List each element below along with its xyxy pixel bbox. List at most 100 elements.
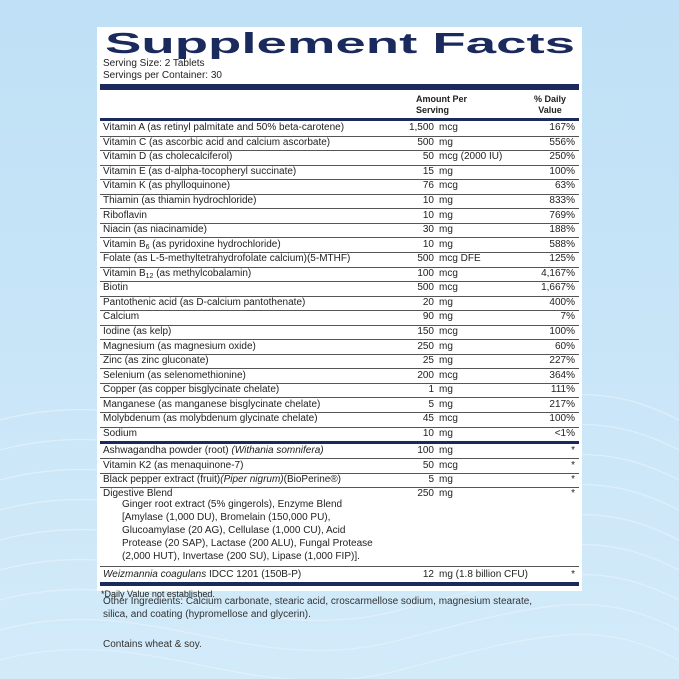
amount: 25 [422,355,434,367]
unit: mg [439,488,453,500]
nutrient-name: Iodine (as kelp) [103,326,171,338]
name-part: 6 [145,243,150,251]
amount: 500 [417,253,434,265]
daily-value: * [571,488,575,500]
name-part: Vitamin B [103,267,146,279]
blend-line: Glucoamylase (20 AG), Cellulase (1,000 C… [122,525,346,537]
name-part: Iodine (as kelp) [103,325,172,337]
nutrient-name: Sodium [103,428,137,440]
amount: 100 [417,267,434,279]
daily-value: 100% [549,413,575,425]
nutrient-name: Pantothenic acid (as D-calcium pantothen… [103,297,305,309]
row-rule [100,164,579,166]
nutrient-name: Weizmannia coagulans IDCC 1201 (150B-P) [103,569,301,581]
daily-value: 60% [554,340,575,352]
name-part: Magnesium (as magnesium oxide) [103,340,256,352]
other-ingredients: Other Ingredients: Calcium carbonate, st… [103,596,533,607]
name-part: (as methylcobalamin) [153,267,252,279]
nutrient-name: Riboflavin [103,210,147,222]
row-rule [100,179,579,181]
name-part: (Withania somnifera) [231,445,324,457]
name-part: Digestive Blend [103,488,173,500]
title-svg: Supplement Facts [105,28,575,60]
daily-value: 125% [549,253,575,265]
daily-value: 769% [549,209,575,221]
name-part: Vitamin K2 (as menaquinone-7) [103,459,244,471]
unit: mcg [439,413,458,425]
amount: 10 [422,195,434,207]
amount: 5 [428,473,434,485]
name-part: Thiamin (as thiamin hydrochloride) [103,195,257,207]
unit: mcg [439,325,458,337]
amount: 1 [428,384,434,396]
row-rule [100,222,579,224]
unit: mg [439,238,453,250]
facts-panel [97,27,582,591]
unit: mg (1.8 billion CFU) [439,568,528,580]
daily-value: 1,667% [541,282,575,294]
unit: mg [439,445,453,457]
row-rule [100,295,579,297]
unit: mcg [439,180,458,192]
nutrient-name: Thiamin (as thiamin hydrochloride) [103,195,256,207]
footnote: *Daily Value not established. [101,588,215,599]
daily-value: 400% [549,296,575,308]
name-part: Sodium [103,427,137,439]
allergens: Contains wheat & soy. [103,639,202,650]
daily-value: 100% [549,325,575,337]
daily-value: 7% [560,311,575,323]
daily-value: * [571,473,575,485]
nutrient-name: Digestive Blend [103,488,172,500]
amount: 50 [422,151,434,163]
name-part: Vitamin A (as retinyl palmitate and 50% … [103,122,345,134]
name-part: Calcium [103,311,140,323]
nutrient-name: Zinc (as zinc gluconate) [103,355,209,367]
row-rule [100,150,579,152]
daily-value: 188% [549,224,575,236]
amount: 15 [422,165,434,177]
row-rule [100,237,579,239]
row-rule [100,368,579,370]
amount: 10 [422,209,434,221]
amount: 100 [417,445,434,457]
other-ingredients: silica, and coating (hypromellose and gl… [103,609,311,620]
nutrient-name: Molybdenum (as molybdenum glycinate chel… [103,413,318,425]
row-rule [100,487,579,488]
unit: mcg DFE [439,253,481,265]
name-part: 12 [145,272,154,280]
unit: mg [439,195,453,207]
blend-line: [Amylase (1,000 DU), Bromelain (150,000 … [122,512,331,524]
daily-value: 63% [554,180,575,192]
amount: 30 [422,224,434,236]
name-part: (BioPerine®) [283,473,342,485]
name-part: Vitamin D (as cholecalciferol) [103,151,233,163]
amount: 12 [422,568,434,580]
name-part: Vitamin C (as ascorbic acid and calcium … [103,136,331,148]
unit: mcg [439,369,458,381]
amount: 250 [417,340,434,352]
name-part: Vitamin E (as d-alpha-tocopheryl succina… [103,165,297,177]
daily-value: 364% [549,369,575,381]
nutrient-name: Vitamin B12 (as methylcobalamin) [103,268,251,280]
daily-value: <1% [554,427,575,439]
dv-header: % Daily Value [533,94,566,115]
amount: 150 [417,325,434,337]
nutrient-name: Copper (as copper bisglycinate chelate) [103,384,279,396]
unit: mcg [439,282,458,294]
servings-per-container: Servings per Container: 30 [103,70,222,81]
amount: 10 [422,238,434,250]
unit: mcg [439,459,458,471]
amount: 200 [417,369,434,381]
nutrient-name: Vitamin K (as phylloquinone) [103,180,230,192]
blend-line: Protease (20 SAP), Lactase (200 ALU), Fu… [122,538,373,550]
name-part: Biotin [103,282,129,294]
row-rule [100,310,579,312]
amount-header: Amount Per Serving [416,94,468,115]
name-part: (as pyridoxine hydrochloride) [149,238,281,250]
nutrient-name: Vitamin A (as retinyl palmitate and 50% … [103,122,344,134]
nutrient-name: Niacin (as niacinamide) [103,224,207,236]
daily-value: 167% [549,122,575,134]
daily-value: 556% [549,136,575,148]
row-rule [100,382,579,384]
